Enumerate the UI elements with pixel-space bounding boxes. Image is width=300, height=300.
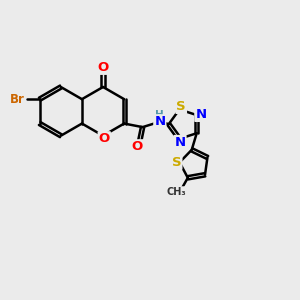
Text: O: O	[98, 61, 109, 74]
Text: S: S	[176, 100, 186, 113]
Text: N: N	[174, 136, 186, 149]
Text: S: S	[172, 156, 182, 169]
Text: N: N	[154, 115, 165, 128]
Text: O: O	[132, 140, 143, 153]
Text: Br: Br	[9, 93, 24, 106]
Text: O: O	[99, 132, 110, 145]
Text: H: H	[155, 110, 164, 120]
Text: N: N	[195, 108, 206, 121]
Text: CH₃: CH₃	[167, 187, 186, 197]
